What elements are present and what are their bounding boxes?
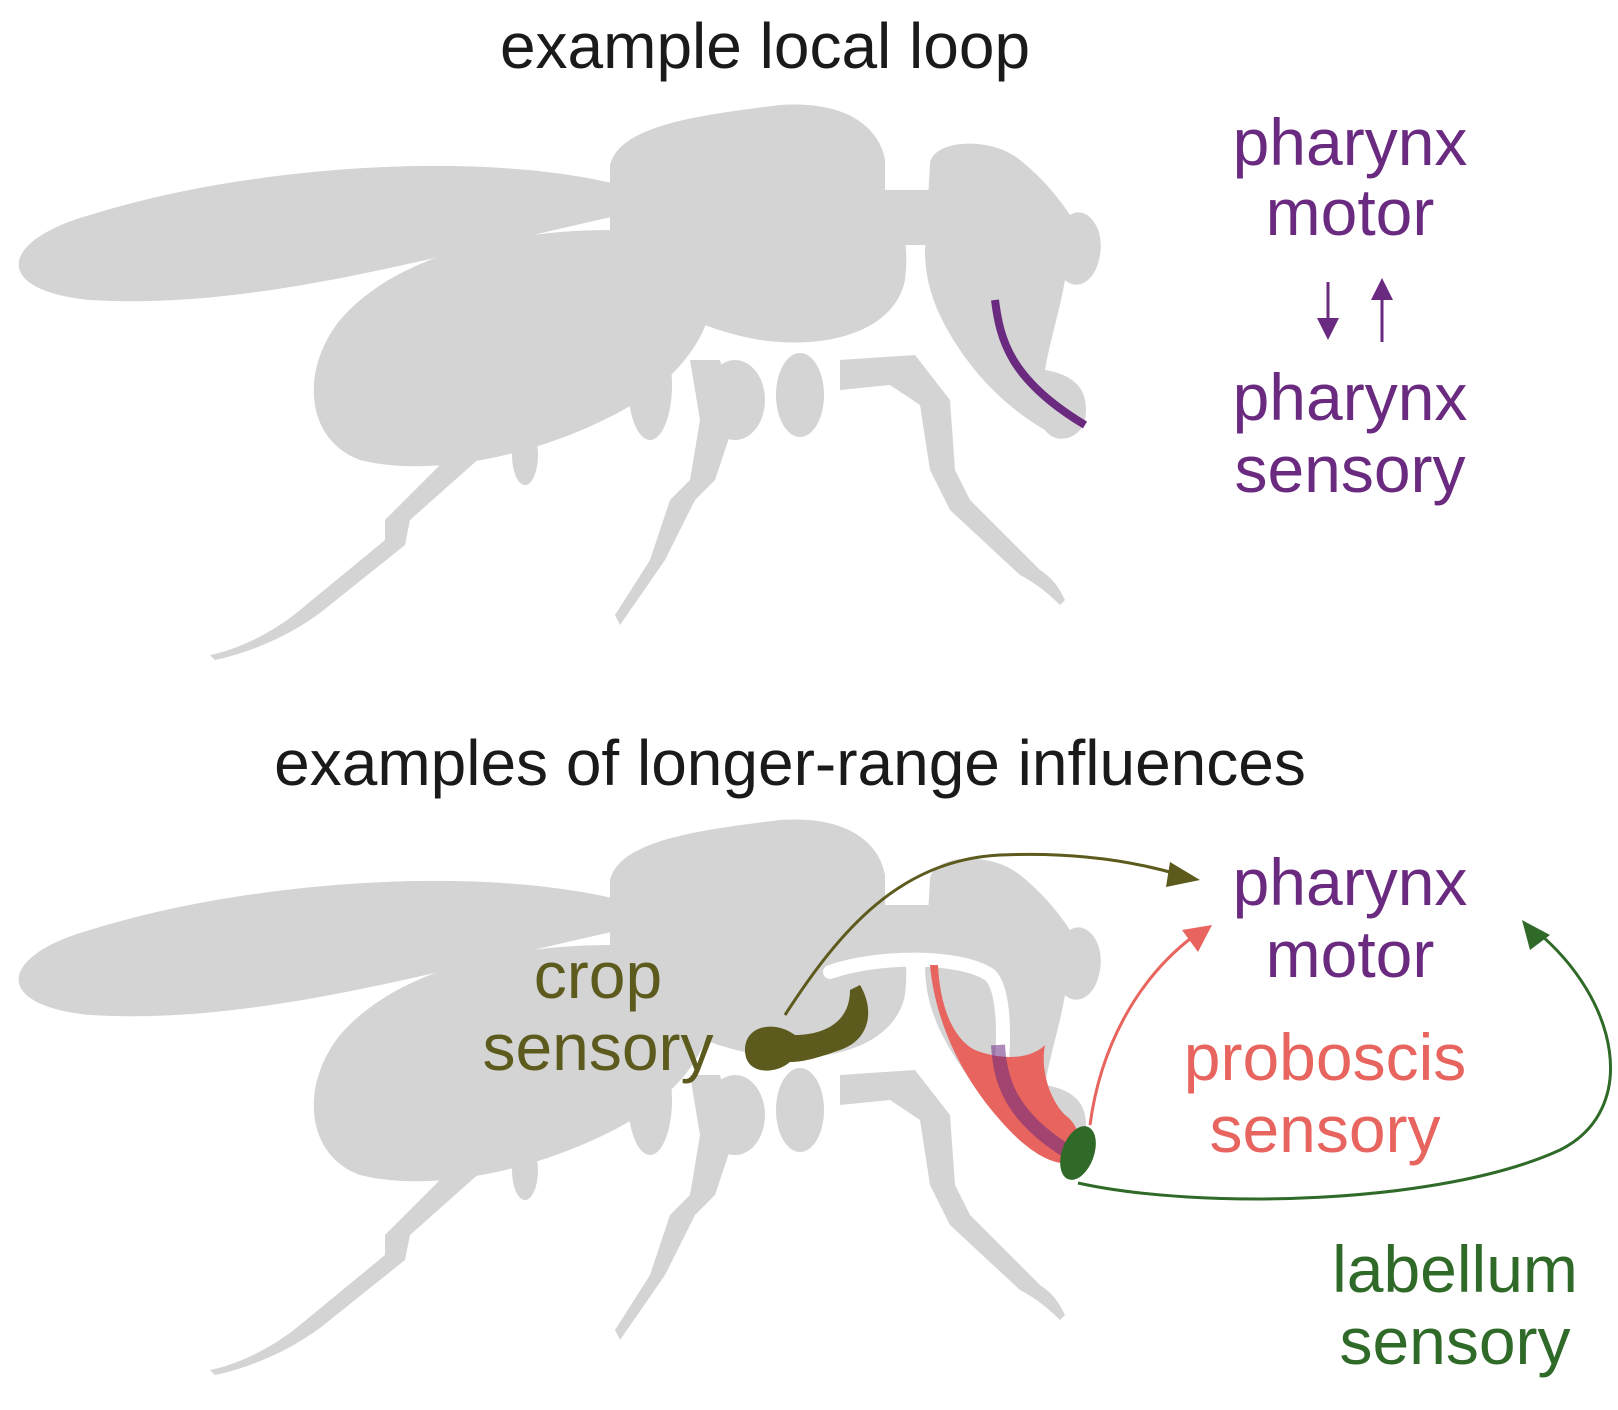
arrow-crop-to-pharynx [783, 852, 1200, 1016]
foregut-channel [823, 952, 1010, 1087]
fly-silhouette-bottom [18, 819, 1101, 1375]
pharynx-motor-line2: motor [1266, 175, 1435, 249]
proboscis-sensory-line1: proboscis [1184, 1020, 1466, 1094]
label-pharynx-motor-top: pharynx motor [1233, 105, 1468, 249]
pharynx-highlight-bottom [991, 1044, 1069, 1156]
down-arrow [1317, 282, 1339, 340]
loop-arrows [1317, 278, 1393, 342]
arrow-proboscis-to-pharynx [1088, 925, 1212, 1126]
labellum-shape [1060, 1126, 1096, 1180]
pharynx-motor-line1: pharynx [1233, 105, 1468, 179]
labellum-sensory-line1: labellum [1332, 1232, 1578, 1306]
crop-shape [745, 985, 869, 1071]
pharynx-sensory-line2: sensory [1234, 432, 1465, 506]
panel-1-title: example local loop [500, 10, 1030, 82]
pharynx-sensory-line1: pharynx [1233, 360, 1468, 434]
arrow-labellum-to-pharynx [1077, 920, 1612, 1201]
label-crop-sensory: crop sensory [482, 938, 713, 1084]
label-proboscis-sensory: proboscis sensory [1184, 1020, 1466, 1166]
pharynx-motor-bottom-line1: pharynx [1233, 845, 1468, 919]
label-labellum-sensory: labellum sensory [1332, 1232, 1578, 1378]
crop-sensory-line1: crop [534, 938, 662, 1012]
labellum-sensory-line2: sensory [1339, 1304, 1570, 1378]
pharynx-highlight [991, 299, 1088, 429]
label-pharynx-sensory-top: pharynx sensory [1233, 360, 1468, 506]
panel-2-title: examples of longer-range influences [274, 727, 1306, 799]
fly-silhouette-top [18, 104, 1101, 660]
crop-sensory-line2: sensory [482, 1010, 713, 1084]
label-pharynx-motor-bottom: pharynx motor [1233, 845, 1468, 991]
up-arrow [1371, 278, 1393, 342]
proboscis-sensory-line2: sensory [1209, 1092, 1440, 1166]
pharynx-motor-bottom-line2: motor [1266, 917, 1435, 991]
